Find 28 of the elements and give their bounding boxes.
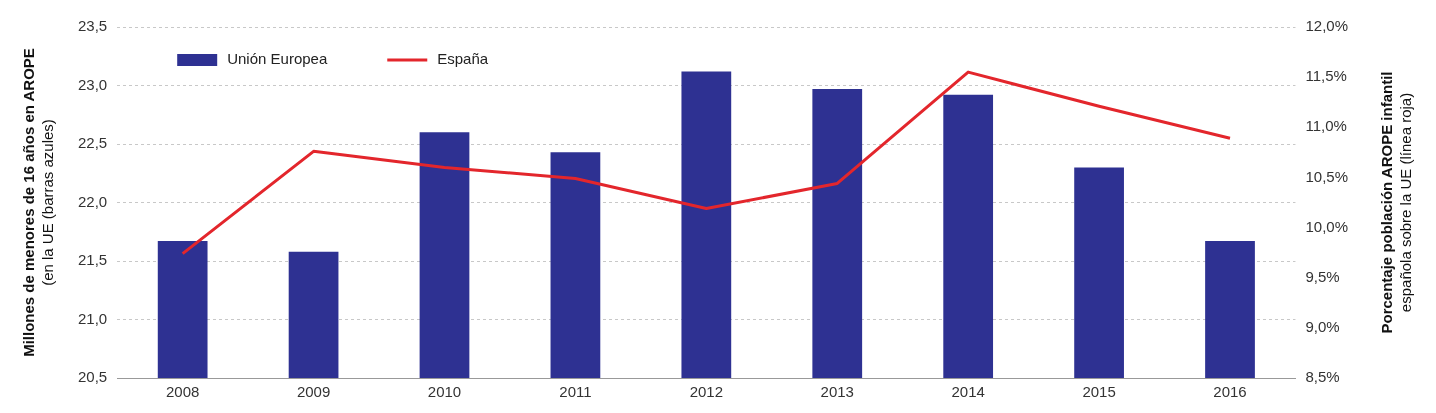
- y-tick-label: 23,0: [77, 75, 108, 93]
- y2-tick-label: 11,5%: [1305, 67, 1347, 85]
- x-tick-label: 2016: [1213, 383, 1247, 401]
- x-tick-label: 2012: [689, 383, 724, 401]
- x-tick-label: 2015: [1082, 383, 1116, 401]
- y2-tick-label: 9,0%: [1305, 318, 1340, 335]
- y-tick-label: 22,5: [77, 134, 108, 152]
- y2-tick-label: 9,5%: [1305, 267, 1340, 285]
- x-tick-label: 2013: [820, 383, 854, 401]
- x-tick-label: 2010: [427, 383, 462, 401]
- y-axis-title: Millones de menores de 16 años en AROPE (en la UE (barras azules): [20, 48, 57, 357]
- y2-tick-label: 12,0%: [1305, 17, 1349, 35]
- y-tick-label: 21,0: [77, 309, 108, 327]
- y2-tick-label: 10,0%: [1305, 217, 1349, 235]
- y-tick-label: 23,5: [77, 17, 108, 35]
- legend-label: España: [437, 50, 489, 68]
- y2-axis-title: Porcentaje población AROPE infantil española sobre la UE (línea roja): [1378, 71, 1415, 334]
- x-tick-label: 2014: [951, 383, 985, 401]
- y2-tick-label: 10,5%: [1305, 167, 1349, 185]
- y-tick-label: 20,5: [77, 368, 108, 386]
- x-tick-label: 2008: [165, 383, 200, 401]
- y2-tick-label: 8,5%: [1305, 368, 1340, 386]
- y2-tick-label: 11,0%: [1305, 117, 1347, 135]
- legend-label: Unión Europea: [227, 50, 328, 68]
- y-tick-label: 21,5: [77, 251, 108, 269]
- x-tick-label: 2009: [296, 383, 331, 401]
- x-tick-label: 2011: [559, 383, 592, 401]
- y-tick-label: 22,0: [77, 192, 108, 210]
